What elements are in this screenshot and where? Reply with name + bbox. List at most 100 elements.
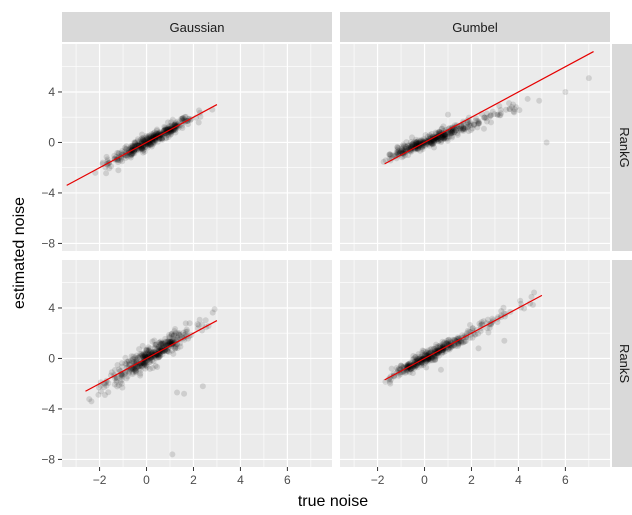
data-point bbox=[446, 336, 453, 343]
data-point bbox=[151, 349, 158, 356]
data-point bbox=[147, 349, 154, 356]
data-point bbox=[423, 352, 430, 359]
data-point bbox=[146, 359, 153, 366]
data-point bbox=[151, 354, 158, 361]
data-point bbox=[418, 360, 425, 367]
data-point bbox=[148, 132, 155, 139]
data-point bbox=[149, 139, 156, 146]
data-point bbox=[435, 138, 442, 145]
data-point bbox=[464, 327, 471, 334]
data-point bbox=[111, 152, 118, 159]
data-point bbox=[414, 364, 421, 371]
data-point bbox=[153, 130, 160, 137]
data-point bbox=[442, 133, 449, 140]
data-point bbox=[151, 341, 158, 348]
data-point bbox=[172, 330, 179, 337]
data-point bbox=[441, 346, 448, 353]
data-point bbox=[163, 347, 170, 354]
data-point bbox=[448, 129, 455, 136]
data-point bbox=[108, 369, 115, 376]
data-point bbox=[119, 363, 126, 370]
data-point bbox=[161, 123, 168, 130]
x-tick-label: −2 bbox=[93, 473, 107, 487]
panels-layer bbox=[62, 44, 610, 467]
data-point bbox=[146, 352, 153, 359]
data-point bbox=[428, 140, 435, 147]
data-point bbox=[211, 306, 218, 313]
data-point bbox=[446, 346, 453, 353]
data-point bbox=[177, 343, 184, 350]
data-point bbox=[467, 322, 474, 329]
data-point bbox=[419, 349, 426, 356]
data-point bbox=[146, 141, 153, 148]
data-point bbox=[165, 134, 172, 141]
data-point bbox=[144, 140, 151, 147]
data-point bbox=[440, 349, 447, 356]
data-point bbox=[451, 129, 458, 136]
data-point bbox=[138, 362, 145, 369]
data-point bbox=[133, 355, 140, 362]
data-point bbox=[524, 95, 531, 102]
data-point bbox=[144, 134, 151, 141]
fit-line bbox=[384, 294, 543, 381]
data-point bbox=[122, 154, 129, 161]
data-point bbox=[129, 150, 136, 157]
data-point bbox=[172, 345, 179, 352]
data-point bbox=[393, 149, 400, 156]
data-point bbox=[517, 297, 524, 304]
data-point bbox=[478, 321, 485, 328]
data-point bbox=[156, 353, 163, 360]
data-point bbox=[132, 142, 139, 149]
data-point bbox=[130, 366, 137, 373]
data-point bbox=[108, 163, 115, 170]
data-point bbox=[163, 131, 170, 138]
data-point bbox=[171, 328, 178, 335]
data-point bbox=[428, 357, 435, 364]
data-point bbox=[489, 108, 496, 115]
data-point bbox=[111, 381, 118, 388]
data-point bbox=[117, 373, 124, 380]
data-point bbox=[412, 354, 419, 361]
data-point bbox=[149, 137, 156, 144]
data-point bbox=[141, 357, 148, 364]
data-point bbox=[395, 147, 402, 154]
x-tick-label: 2 bbox=[468, 473, 475, 487]
data-point bbox=[442, 131, 449, 138]
data-point bbox=[99, 159, 106, 166]
data-point bbox=[441, 339, 448, 346]
data-point bbox=[461, 338, 468, 345]
data-point bbox=[162, 130, 169, 137]
data-point bbox=[399, 143, 406, 150]
data-point bbox=[466, 118, 473, 125]
data-point bbox=[435, 352, 442, 359]
data-point bbox=[136, 353, 143, 360]
data-point bbox=[469, 325, 476, 332]
data-point bbox=[454, 131, 461, 138]
data-point bbox=[131, 150, 138, 157]
data-point bbox=[431, 346, 438, 353]
data-point bbox=[469, 334, 476, 341]
data-point bbox=[141, 361, 148, 368]
data-point bbox=[122, 145, 129, 152]
data-point bbox=[487, 321, 494, 328]
data-point bbox=[118, 380, 125, 387]
data-point bbox=[420, 348, 427, 355]
data-point bbox=[113, 377, 120, 384]
data-point bbox=[475, 119, 482, 126]
data-point bbox=[164, 348, 171, 355]
data-point bbox=[414, 146, 421, 153]
data-point bbox=[398, 362, 405, 369]
data-point bbox=[134, 354, 141, 361]
data-point bbox=[142, 352, 149, 359]
data-point bbox=[123, 375, 130, 382]
data-point bbox=[454, 334, 461, 341]
data-point bbox=[441, 341, 448, 348]
data-point bbox=[543, 139, 550, 146]
data-point bbox=[483, 118, 490, 125]
data-point bbox=[155, 136, 162, 143]
data-point bbox=[439, 338, 446, 345]
data-point bbox=[153, 355, 160, 362]
data-point bbox=[487, 112, 494, 119]
data-point bbox=[438, 134, 445, 141]
data-point bbox=[199, 383, 206, 390]
